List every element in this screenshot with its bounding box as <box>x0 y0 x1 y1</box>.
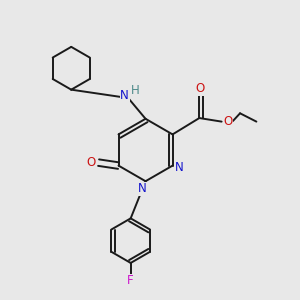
Text: N: N <box>120 89 129 102</box>
Text: O: O <box>195 82 204 95</box>
Text: N: N <box>175 160 184 174</box>
Text: O: O <box>86 155 95 169</box>
Text: N: N <box>138 182 146 195</box>
Text: F: F <box>128 274 134 287</box>
Text: H: H <box>130 84 139 97</box>
Text: O: O <box>223 115 232 128</box>
